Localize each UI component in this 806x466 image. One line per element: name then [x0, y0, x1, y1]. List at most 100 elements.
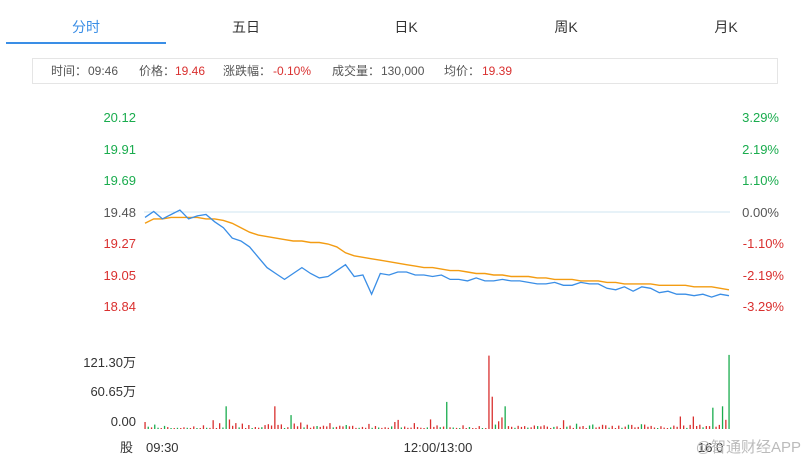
volume-bar	[657, 428, 659, 429]
volume-bar	[371, 427, 373, 429]
volume-bar	[481, 428, 484, 429]
volume-label: 成交量：	[332, 64, 381, 78]
volume-bar	[543, 425, 545, 429]
tab-daily-k[interactable]: 日K	[394, 19, 418, 35]
volume-bar	[293, 423, 295, 429]
volume-bar	[306, 424, 308, 429]
volume-bar	[488, 355, 490, 429]
volume-bar	[309, 427, 312, 429]
volume-bar	[378, 427, 380, 429]
volume-bar	[588, 425, 591, 429]
volume-bar	[228, 419, 231, 429]
volume-bar	[494, 424, 497, 429]
chart-tabs: 分时 五日 日K 周K 月K	[0, 0, 806, 46]
volume-bar	[614, 428, 617, 429]
volume-bar	[670, 427, 672, 429]
tab-five-day[interactable]: 五日	[232, 19, 260, 35]
volume-bar	[212, 420, 214, 429]
volume-bar	[352, 425, 354, 429]
change-label: 涨跌幅：	[223, 64, 272, 78]
volume-bar	[679, 416, 681, 429]
volume-bar	[592, 424, 594, 429]
volume-bar	[683, 425, 685, 429]
volume-bar	[540, 426, 542, 429]
volume-bar	[342, 426, 344, 429]
volume-bar	[407, 427, 409, 429]
pct-tick-label: 3.29%	[742, 110, 779, 125]
volume-bar	[663, 427, 665, 429]
volume-bar	[514, 427, 516, 429]
volume-bar	[303, 427, 305, 429]
volume-bar	[504, 406, 506, 429]
volume-bar	[692, 416, 694, 429]
volume-bar	[524, 426, 526, 429]
volume-bar	[601, 424, 604, 429]
volume-bar	[712, 407, 714, 429]
avg-price-value: 19.39	[482, 64, 513, 78]
volume-bar	[245, 428, 247, 429]
volume-bar	[666, 428, 669, 429]
volume-bar	[673, 425, 675, 429]
tab-intraday[interactable]: 分时	[72, 19, 100, 35]
volume-bar	[686, 427, 688, 429]
volume-bar	[449, 427, 451, 429]
volume-bar	[329, 423, 331, 429]
volume-bar	[468, 427, 471, 429]
volume-bar	[335, 426, 338, 429]
volume-bar	[410, 427, 412, 429]
volume-bar	[689, 424, 691, 429]
average-price-line	[144, 216, 730, 291]
volume-bar	[459, 428, 461, 429]
time-tick-label: 16:0	[698, 440, 723, 455]
volume-bar	[251, 428, 253, 429]
volume-bar	[530, 427, 532, 429]
volume-bar	[397, 419, 399, 429]
volume-bar	[322, 425, 325, 429]
volume-bar	[728, 354, 730, 429]
volume-bar	[283, 428, 286, 429]
pct-tick-label: 0.00%	[742, 205, 779, 220]
volume-bar	[429, 419, 432, 429]
volume-bar	[202, 425, 205, 429]
volume-bar	[355, 427, 357, 429]
volume-bar	[391, 426, 393, 429]
volume-bar	[556, 426, 558, 429]
volume-bar	[368, 423, 370, 429]
volume-bar	[433, 426, 435, 429]
volume-bar	[442, 426, 445, 429]
volume-bar	[582, 426, 584, 429]
pct-tick-label: 2.19%	[742, 142, 779, 157]
volume-bar	[339, 425, 341, 429]
volume-bar	[696, 426, 698, 429]
volume-bar	[144, 422, 146, 429]
volume-bar	[631, 424, 633, 429]
time-tick-label: 09:30	[146, 440, 179, 455]
tab-monthly-k[interactable]: 月K	[714, 19, 738, 35]
volume-bar	[507, 426, 510, 429]
volume-bar	[416, 427, 419, 429]
pct-tick-label: -3.29%	[743, 299, 785, 314]
volume-bar	[180, 428, 182, 429]
volume-bar	[157, 427, 159, 429]
volume-bar	[206, 427, 208, 429]
volume-bar	[209, 427, 211, 429]
volume-bar	[400, 427, 402, 429]
tab-weekly-k[interactable]: 周K	[554, 19, 578, 35]
volume-bar	[660, 426, 662, 429]
volume-tick-label: 0.00	[111, 414, 136, 429]
volume-bar	[319, 426, 321, 429]
volume-bar	[332, 427, 334, 429]
volume-unit-label: 股	[120, 440, 133, 455]
pct-tick-label: -2.19%	[743, 268, 785, 283]
volume-bar	[280, 424, 282, 429]
volume-bar	[241, 423, 243, 429]
volume-bar	[650, 425, 652, 429]
volume-bar	[725, 419, 727, 429]
volume-bar	[193, 426, 195, 429]
volume-bar	[154, 424, 156, 429]
volume-bar	[394, 422, 396, 429]
volume-bar	[254, 427, 256, 429]
volume-bar	[381, 427, 383, 429]
volume-bar	[676, 426, 678, 429]
